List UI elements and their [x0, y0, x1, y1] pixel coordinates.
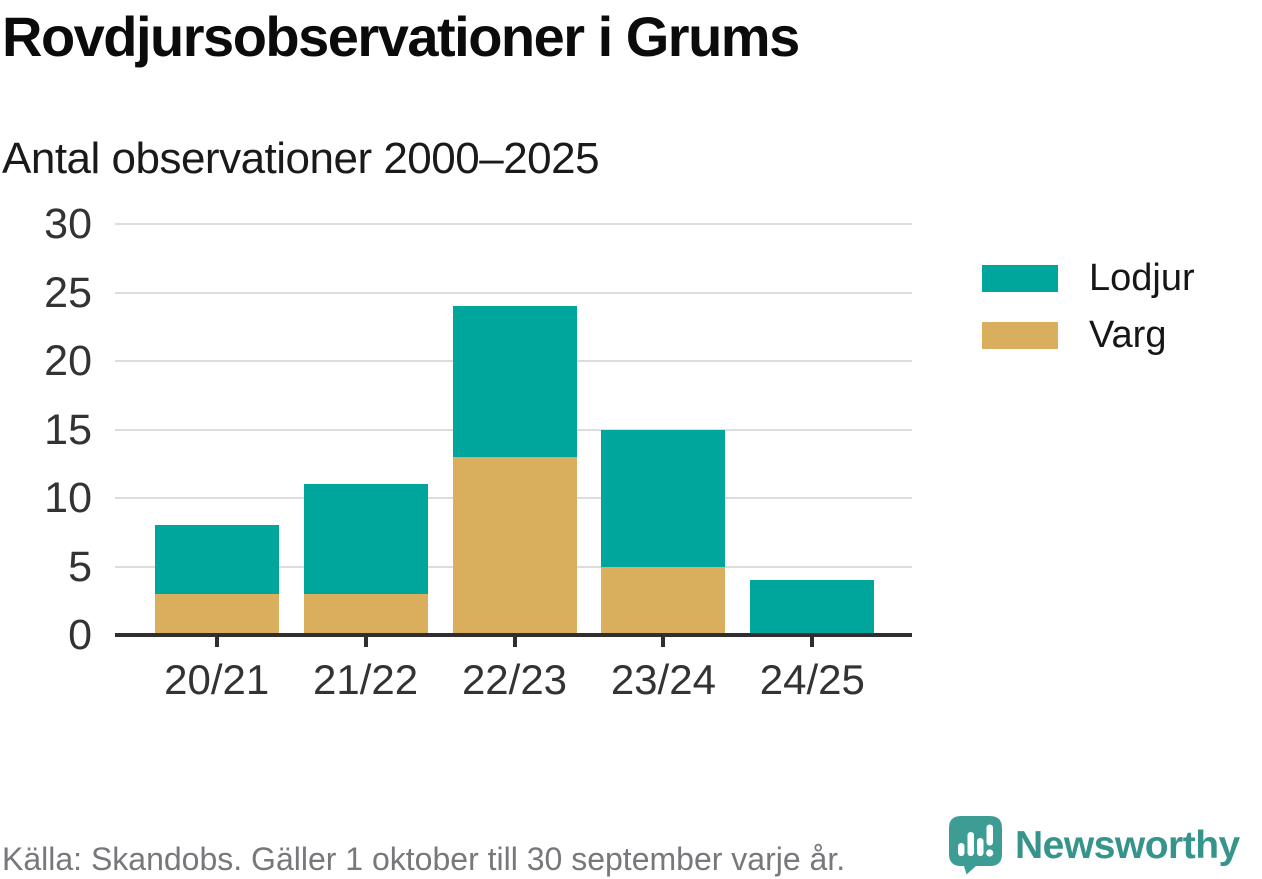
x-tick-mark-24-25 — [810, 635, 815, 647]
y-tick-label-30: 30 — [44, 200, 92, 248]
y-tick-label-5: 5 — [68, 542, 92, 591]
x-tick-mark-23-24 — [661, 635, 666, 647]
x-tick-label-21-22: 21/22 — [313, 656, 419, 703]
y-tick-label-20: 20 — [44, 337, 92, 385]
legend-item-lodjur: Lodjur — [982, 256, 1195, 299]
x-tick-mark-20-21 — [214, 635, 219, 647]
newsworthy-logo-icon — [949, 816, 1002, 875]
x-tick-label-24-25: 24/25 — [759, 656, 865, 703]
bar-segment-varg-21-22 — [303, 593, 428, 635]
bar-segment-lodjur-20-21 — [154, 525, 279, 594]
y-tick-label-0: 0 — [68, 611, 92, 659]
legend-label-varg: Varg — [1089, 313, 1167, 356]
chart-subtitle: Antal observationer 2000–2025 — [2, 134, 600, 183]
x-tick-mark-21-22 — [363, 635, 368, 647]
x-tick-label-20-21: 20/21 — [164, 656, 270, 703]
y-tick-label-25: 25 — [44, 268, 92, 317]
legend-label-lodjur: Lodjur — [1089, 256, 1195, 299]
source-note: Källa: Skandobs. Gäller 1 oktober till 3… — [2, 841, 846, 877]
x-axis-line — [115, 633, 912, 637]
bar-segment-varg-22-23 — [452, 456, 577, 635]
brand-name: Newsworthy — [1015, 823, 1240, 867]
gridline-25 — [115, 291, 912, 294]
brand-lockup: Newsworthy — [949, 816, 1240, 875]
legend-item-varg: Varg — [982, 313, 1195, 356]
bar-segment-varg-23-24 — [601, 566, 726, 635]
bar-segment-varg-20-21 — [154, 593, 279, 635]
bar-segment-lodjur-24-25 — [750, 580, 875, 635]
legend-swatch-varg — [982, 321, 1058, 349]
y-tick-label-15: 15 — [44, 405, 92, 454]
x-tick-label-22-23: 22/23 — [461, 656, 568, 703]
chart-title: Rovdjursobservationer i Grums — [2, 5, 800, 68]
legend: Lodjur Varg — [982, 256, 1195, 372]
x-tick-mark-22-23 — [512, 635, 517, 647]
x-tick-label-23-24: 23/24 — [610, 656, 716, 703]
legend-swatch-lodjur — [982, 264, 1058, 292]
bar-segment-lodjur-23-24 — [601, 429, 726, 567]
gridline-30 — [115, 223, 912, 225]
bar-segment-lodjur-22-23 — [452, 306, 577, 457]
y-tick-label-10: 10 — [44, 474, 92, 522]
bar-segment-lodjur-21-22 — [303, 484, 428, 594]
